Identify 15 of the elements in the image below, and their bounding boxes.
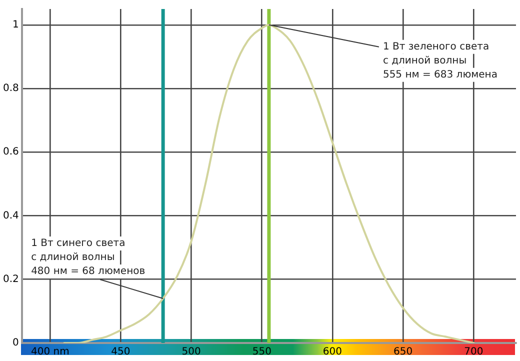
x-tick-label: 700: [464, 346, 484, 358]
y-tick-label: 1: [12, 20, 19, 30]
x-tick-label: 650: [394, 346, 413, 358]
x-tick-label: 400 nm: [30, 346, 70, 358]
y-tick-label: 0.8: [2, 83, 19, 94]
x-tick-label: 450: [111, 346, 130, 358]
y-tick-label: 0.4: [2, 210, 19, 222]
x-tick-label: 500: [182, 346, 201, 358]
x-tick-label: 600: [322, 346, 342, 358]
y-tick-label: 0: [12, 338, 19, 349]
annotation: 1 Вт синего света с длиной волны 480 нм = 68 люменов: [31, 238, 146, 278]
x-tick-label: 550: [252, 346, 272, 358]
y-tick-label: 0.2: [2, 274, 19, 285]
annotation: 1 Вт зеленого света с длиной волны 555 нм = 683 люмена: [382, 42, 498, 80]
y-tick-label: 0.6: [2, 146, 19, 158]
